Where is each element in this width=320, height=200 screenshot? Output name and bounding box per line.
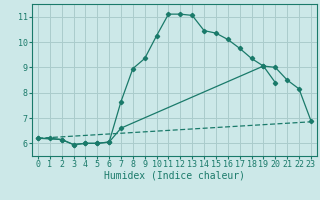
X-axis label: Humidex (Indice chaleur): Humidex (Indice chaleur) <box>104 171 245 181</box>
